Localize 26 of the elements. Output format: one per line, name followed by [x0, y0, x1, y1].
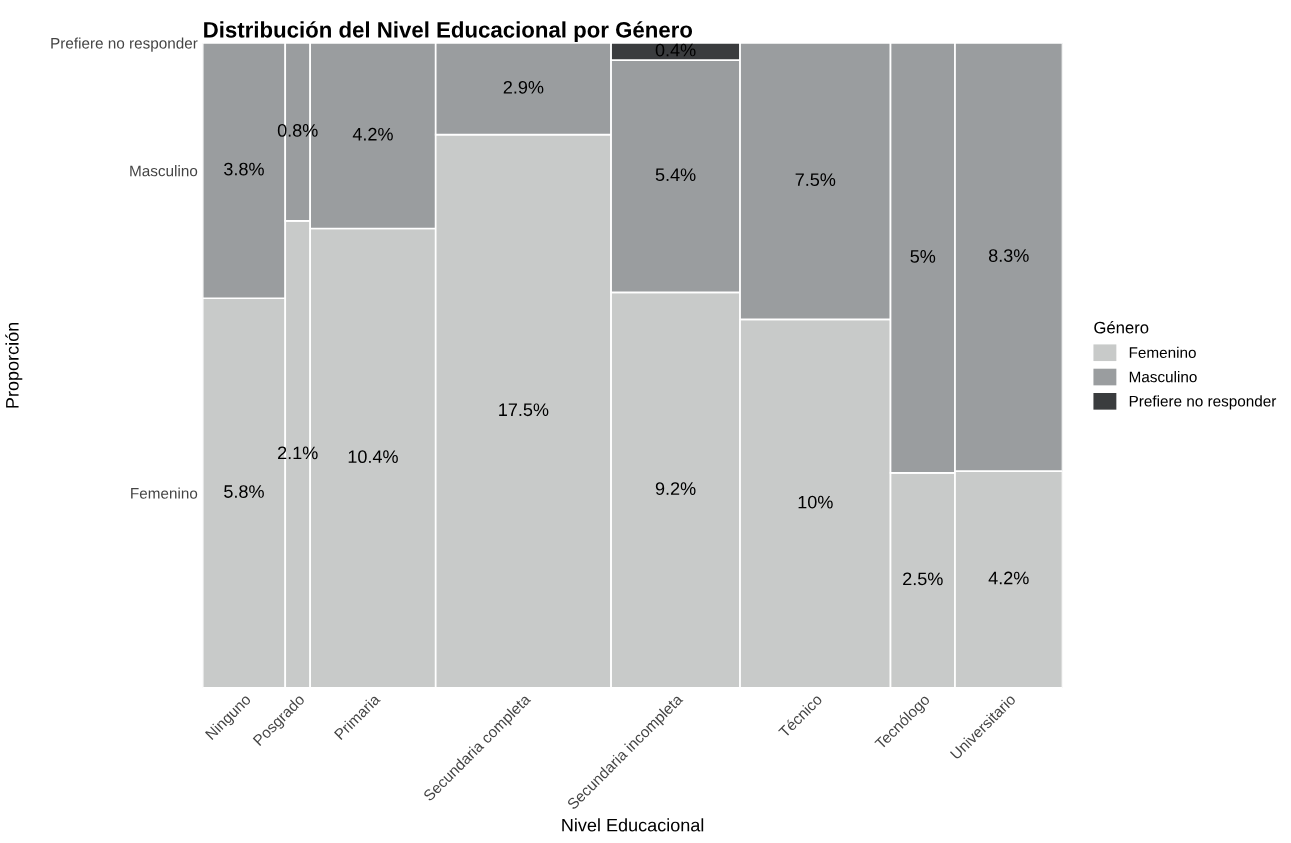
text: Masculino [130, 165, 198, 177]
text: Nivel Educacional [562, 818, 704, 832]
data-label: 17.5% [499, 403, 549, 417]
data-label: 0.4% [655, 43, 696, 57]
legend-label: Femenino [1129, 346, 1196, 358]
text: Femenino [131, 487, 198, 499]
legend-label: Prefiere no responder [1129, 395, 1277, 410]
data-label: 7.5% [795, 173, 836, 187]
text: Prefiere no responder [51, 37, 198, 52]
data-label: 3.8% [224, 162, 264, 176]
data-label: 2.1% [278, 446, 318, 460]
data-label: 5.8% [224, 485, 264, 498]
data-label: 5.4% [655, 168, 696, 182]
data-label: 4.2% [988, 571, 1029, 585]
data-label: 2.9% [503, 80, 544, 94]
data-label: 10% [798, 495, 833, 509]
text: Distribución del Nivel Educacional por Género [204, 21, 693, 43]
data-label: 10.4% [348, 450, 398, 464]
data-label: 8.3% [988, 249, 1029, 262]
legend-title: Género [1094, 321, 1149, 334]
data-label: 9.2% [655, 482, 696, 495]
text: Proporción [5, 322, 23, 408]
data-label: 5% [910, 250, 936, 263]
data-label: 2.5% [903, 572, 943, 586]
legend-label: Masculino [1129, 371, 1197, 383]
data-label: 4.2% [352, 127, 393, 141]
